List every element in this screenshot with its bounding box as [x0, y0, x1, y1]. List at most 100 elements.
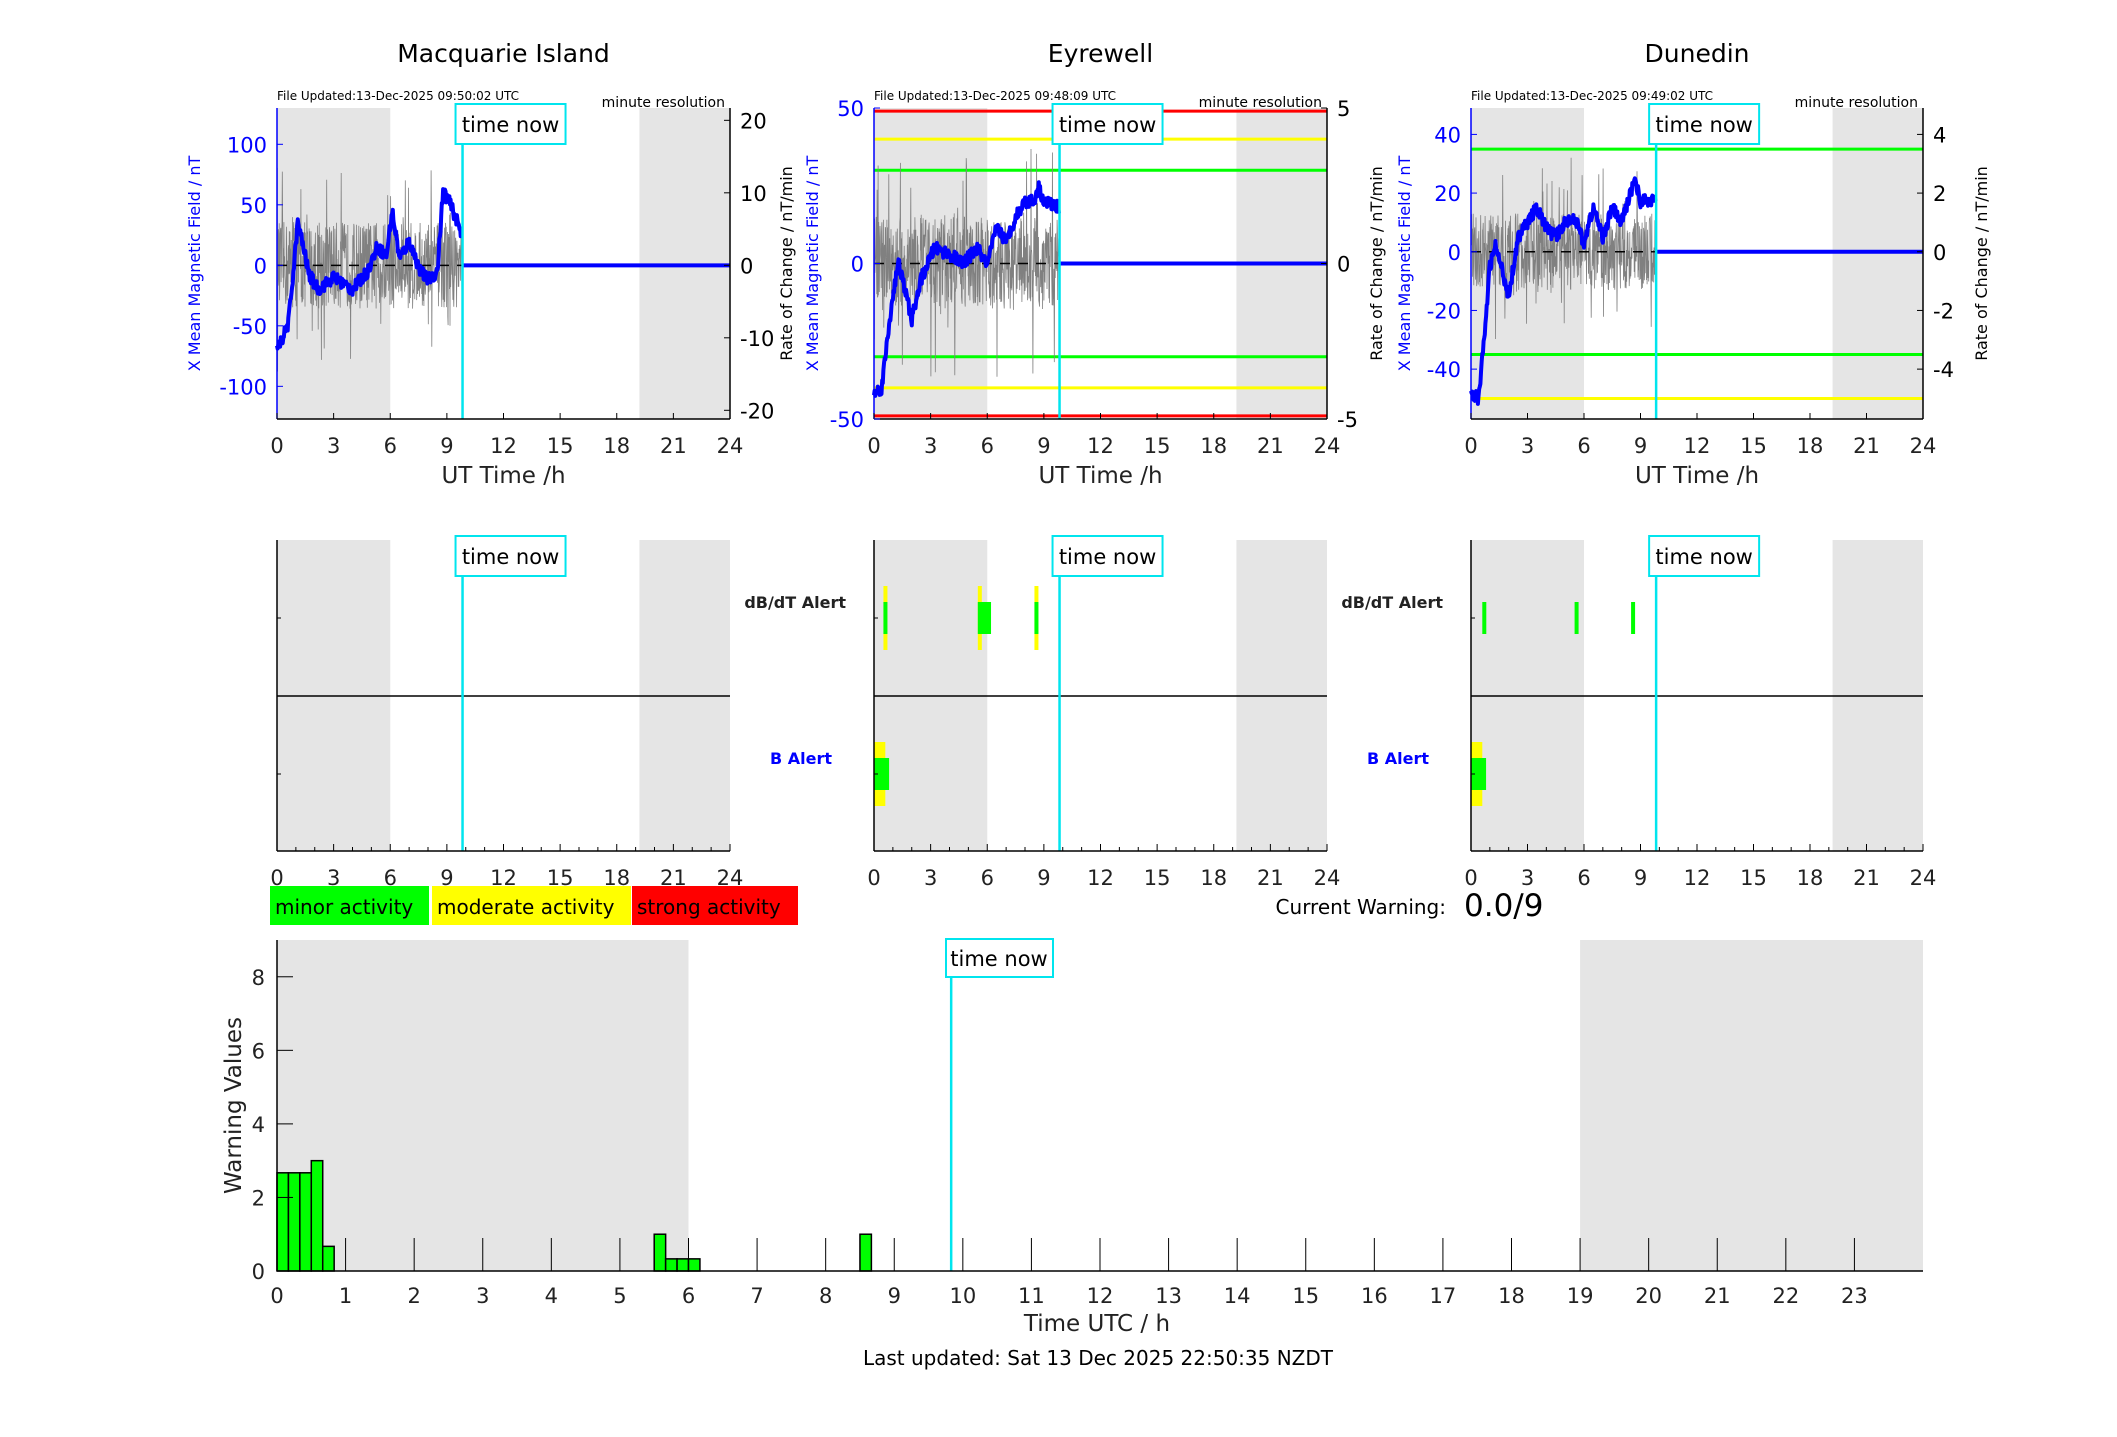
x-tick-label: 9	[1634, 434, 1647, 458]
warning-bar	[653, 1233, 667, 1272]
time-now-label: time now	[1059, 113, 1156, 137]
dbdt-alert-label: dB/dT Alert	[1341, 593, 1443, 612]
warning-x-tick-label: 23	[1841, 1284, 1868, 1308]
x-tick-label: 12	[1684, 434, 1711, 458]
warning-x-tick-label: 13	[1155, 1284, 1182, 1308]
alert-x-tick-label: 0	[867, 866, 880, 890]
x-axis-label: UT Time /h	[1635, 463, 1759, 489]
alert-bar-minor	[1631, 602, 1636, 634]
warning-x-axis-label: Time UTC / h	[1023, 1311, 1170, 1337]
x-field-trace	[872, 180, 1061, 398]
right-y-tick-label: 0	[1933, 241, 1946, 265]
dbdt-alert-label: dB/dT Alert	[744, 593, 846, 612]
warning-night-shading	[277, 940, 689, 1271]
rate-of-change-trace	[873, 148, 1060, 377]
time-now-label: time now	[1655, 545, 1752, 569]
alert-bar-minor	[1482, 602, 1487, 634]
warning-x-tick-label: 10	[949, 1284, 976, 1308]
right-y-axis-label: Rate of Change / nT/min	[1367, 166, 1386, 361]
x-tick-label: 18	[603, 434, 630, 458]
x-tick-label: 18	[1200, 434, 1227, 458]
alert-x-tick-label: 9	[440, 866, 453, 890]
warning-x-tick-label: 8	[819, 1284, 832, 1308]
current-warning-label: Current Warning:	[1276, 895, 1446, 919]
warning-bar	[276, 1172, 290, 1272]
alert-x-tick-label: 0	[270, 866, 283, 890]
file-updated-label: File Updated:13-Dec-2025 09:48:09 UTC	[874, 89, 1116, 103]
warning-x-tick-label: 9	[888, 1284, 901, 1308]
left-y-tick-label: 0	[851, 253, 864, 277]
x-tick-label: 15	[547, 434, 574, 458]
warning-x-tick-label: 3	[476, 1284, 489, 1308]
warning-x-tick-label: 6	[682, 1284, 695, 1308]
left-y-tick-label: -40	[1427, 358, 1461, 382]
x-tick-label: 24	[717, 434, 744, 458]
right-y-tick-label: -10	[740, 327, 774, 351]
alert-x-tick-label: 3	[327, 866, 340, 890]
warning-y-axis-label: Warning Values	[221, 1017, 247, 1194]
left-y-tick-label: 50	[837, 97, 864, 121]
x-tick-label: 12	[490, 434, 517, 458]
time-now-label-box	[1051, 535, 1164, 577]
x-tick-label: 21	[1257, 434, 1284, 458]
rate-of-change-trace	[276, 167, 463, 372]
alert-x-tick-label: 9	[1037, 866, 1050, 890]
legend-swatch-strong	[632, 886, 798, 925]
legend-swatch-moderate	[432, 886, 631, 925]
x-tick-label: 9	[1037, 434, 1050, 458]
alert-x-tick-label: 12	[1684, 866, 1711, 890]
time-now-label-box	[1051, 103, 1164, 145]
x-tick-label: 6	[384, 434, 397, 458]
resolution-label: minute resolution	[1795, 95, 1918, 111]
left-y-tick-label: 0	[254, 254, 267, 278]
time-now-label-box	[454, 535, 567, 577]
warning-x-tick-label: 22	[1772, 1284, 1799, 1308]
left-y-axis-label: X Mean Magnetic Field / nT	[1395, 156, 1414, 372]
time-now-label-box	[1648, 535, 1761, 577]
file-updated-label: File Updated:13-Dec-2025 09:49:02 UTC	[1471, 89, 1713, 103]
warning-x-tick-label: 12	[1087, 1284, 1114, 1308]
warning-x-tick-label: 4	[545, 1284, 558, 1308]
warning-x-tick-label: 20	[1635, 1284, 1662, 1308]
warning-x-tick-label: 0	[270, 1284, 283, 1308]
warning-y-tick-label: 8	[252, 966, 265, 990]
right-y-tick-label: -20	[740, 399, 774, 423]
time-now-label: time now	[1059, 545, 1156, 569]
right-y-tick-label: -2	[1933, 299, 1954, 323]
alert-x-tick-label: 6	[981, 866, 994, 890]
warning-x-tick-label: 7	[750, 1284, 763, 1308]
left-y-tick-label: -50	[830, 408, 864, 432]
x-tick-label: 6	[981, 434, 994, 458]
warning-x-tick-label: 19	[1567, 1284, 1594, 1308]
last-updated-label: Last updated: Sat 13 Dec 2025 22:50:35 N…	[863, 1346, 1334, 1370]
warning-x-tick-label: 11	[1018, 1284, 1045, 1308]
x-field-trace	[275, 187, 464, 351]
warning-x-tick-label: 2	[407, 1284, 420, 1308]
alert-x-tick-label: 24	[1910, 866, 1937, 890]
warning-x-tick-label: 21	[1704, 1284, 1731, 1308]
warning-night-shading	[1580, 940, 1923, 1271]
x-tick-label: 15	[1740, 434, 1767, 458]
warning-y-tick-label: 0	[252, 1260, 265, 1284]
alert-bar-minor	[1034, 602, 1039, 634]
right-y-axis-label: Rate of Change / nT/min	[1972, 166, 1991, 361]
x-tick-label: 0	[1464, 434, 1477, 458]
resolution-label: minute resolution	[1199, 95, 1322, 111]
alert-bar-minor	[874, 758, 890, 790]
warning-x-tick-label: 17	[1430, 1284, 1457, 1308]
warning-x-tick-label: 1	[339, 1284, 352, 1308]
alert-x-tick-label: 12	[1087, 866, 1114, 890]
warning-bar	[321, 1245, 335, 1272]
right-y-tick-label: 0	[1337, 253, 1350, 277]
right-y-tick-label: 2	[1933, 182, 1946, 206]
warning-bar	[287, 1172, 301, 1272]
right-y-tick-label: -4	[1933, 358, 1954, 382]
time-now-label: time now	[462, 545, 559, 569]
x-tick-label: 3	[1521, 434, 1534, 458]
time-now-label: time now	[462, 113, 559, 137]
left-y-axis-label: X Mean Magnetic Field / nT	[803, 156, 822, 372]
station-title-eyrewell: Eyrewell	[1048, 39, 1153, 68]
legend-swatch-minor	[270, 886, 429, 925]
time-now-label: time now	[950, 947, 1047, 971]
